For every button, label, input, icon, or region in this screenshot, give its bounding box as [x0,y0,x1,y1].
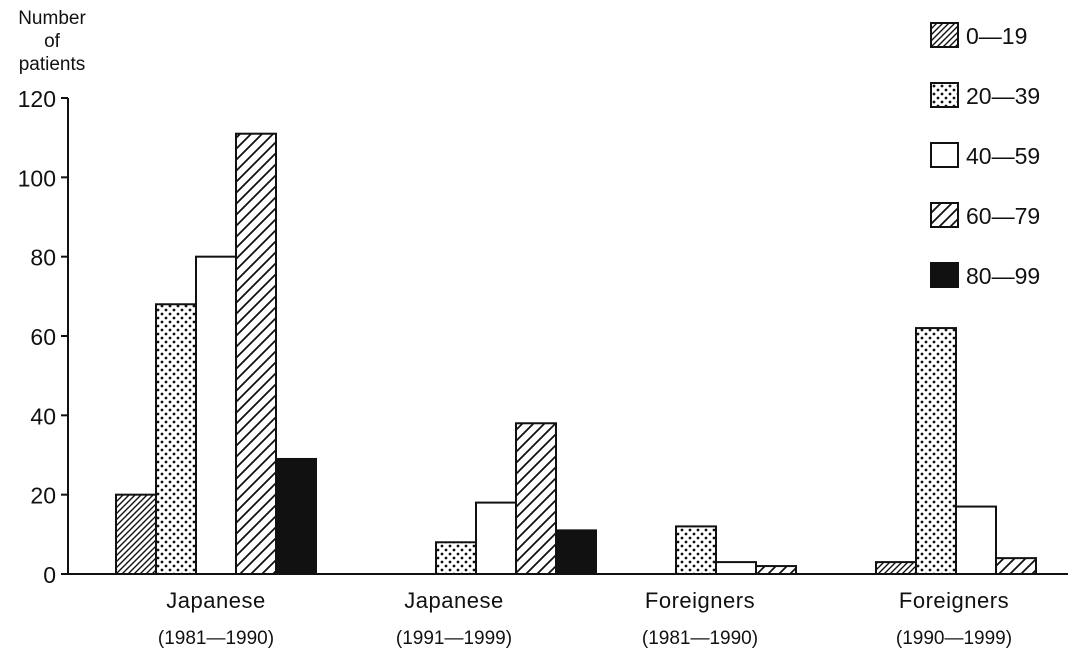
y-axis-label-line: of [44,31,61,52]
y-tick-label: 20 [30,483,56,509]
x-category-period: (1991—1999) [396,628,512,649]
y-tick-label: 60 [30,324,56,350]
bar [115,493,157,575]
y-axis-label: Number of patients [18,8,86,75]
bars [115,132,1037,576]
x-category-label: Foreigners [645,588,755,613]
legend-swatch [930,262,959,288]
bar [195,255,237,575]
x-category-period: (1981—1990) [642,628,758,649]
legend: 0—19 20—39 40—59 60—79 80—99 [930,22,1040,289]
x-category-label: Japanese [166,588,265,613]
bar [675,525,717,576]
legend-swatch [930,142,959,168]
legend-swatch [930,22,959,48]
y-tick-label: 80 [30,245,56,271]
bar [955,505,997,576]
bar [715,561,757,575]
legend-label: 20—39 [966,83,1040,109]
legend-label: 40—59 [966,143,1040,169]
legend-label: 60—79 [966,203,1040,229]
x-category-period: (1990—1999) [896,628,1012,649]
legend-swatch [930,82,959,108]
x-axis-labels: Japanese (1981—1990) Japanese (1991—1999) Fo… [158,588,1012,649]
x-category-period: (1981—1990) [158,628,274,649]
y-tick-label: 40 [30,403,56,429]
bar [875,561,917,575]
y-axis-label-line: patients [19,54,86,75]
x-category-label: Foreigners [899,588,1009,613]
bar [155,303,197,575]
y-axis-label-line: Number [18,8,86,29]
legend-label: 0—19 [966,23,1027,49]
bar [435,541,477,575]
y-tick-label: 120 [18,86,56,112]
legend-label: 80—99 [966,263,1040,289]
bar [995,557,1037,576]
y-tick-label: 0 [43,562,56,588]
x-category-label: Japanese [404,588,503,613]
bar [235,132,277,575]
bar [515,422,557,575]
bar [755,565,797,575]
bar [915,327,957,576]
legend-swatch [930,202,959,228]
bar [275,457,317,576]
bar [555,529,597,575]
bar [475,501,517,576]
y-tick-label: 100 [18,165,56,191]
